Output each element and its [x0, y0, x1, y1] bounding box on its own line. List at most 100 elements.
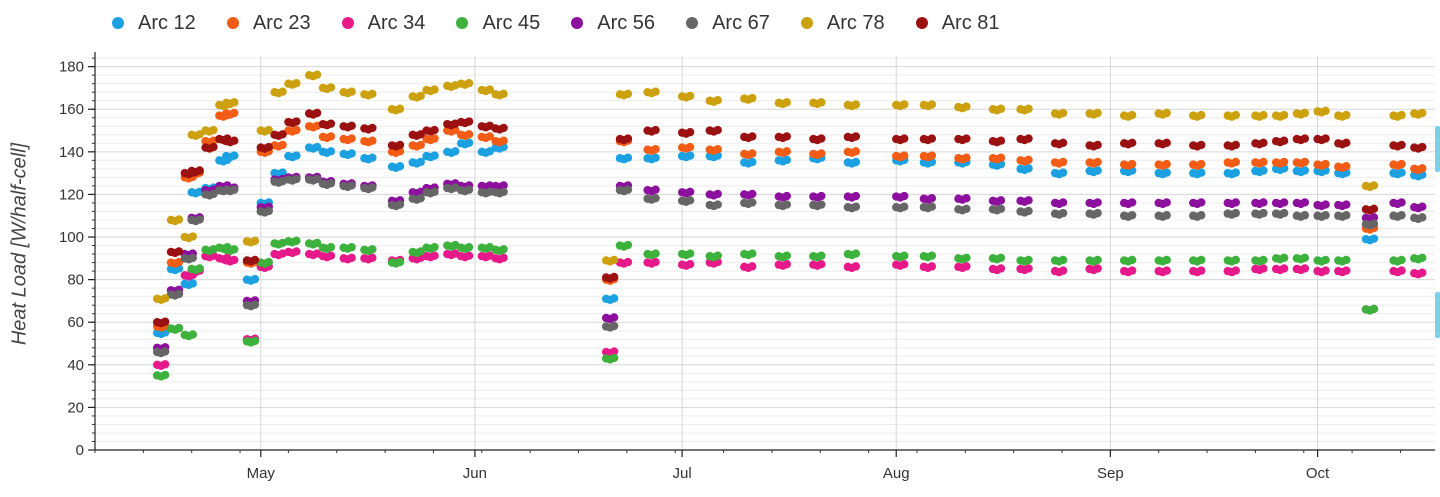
data-point — [996, 136, 1006, 145]
data-point — [416, 157, 425, 167]
data-point — [1197, 168, 1206, 177]
data-point — [250, 300, 260, 309]
data-point — [1397, 140, 1406, 150]
data-point — [1321, 255, 1330, 265]
data-point — [1418, 164, 1427, 173]
data-point — [499, 181, 508, 190]
data-point — [1093, 166, 1102, 175]
data-point — [174, 323, 184, 333]
data-point — [1197, 140, 1206, 150]
data-point — [195, 264, 204, 273]
data-point — [782, 98, 792, 107]
data-point — [1300, 166, 1310, 175]
legend-marker-icon — [112, 17, 124, 29]
data-point — [996, 196, 1006, 205]
data-point — [264, 142, 273, 152]
scroll-indicator-bottom[interactable] — [1435, 292, 1440, 338]
data-point — [782, 251, 792, 260]
data-point — [292, 236, 301, 245]
data-point — [499, 123, 508, 133]
legend-item[interactable]: Arc 67 — [686, 12, 770, 35]
data-point — [230, 255, 239, 265]
data-point — [209, 142, 218, 152]
data-point — [651, 193, 660, 203]
x-tick-label: Aug — [883, 465, 910, 482]
legend-label: Arc 12 — [138, 11, 196, 34]
data-point — [1127, 211, 1137, 220]
data-point — [464, 251, 474, 260]
legend-item[interactable]: Arc 12 — [112, 12, 196, 35]
data-point — [927, 262, 937, 271]
data-point — [430, 134, 439, 143]
data-point — [1127, 110, 1137, 120]
data-point — [609, 353, 619, 363]
data-point — [499, 89, 508, 99]
data-point — [1300, 211, 1310, 220]
data-point — [188, 279, 197, 288]
data-point — [782, 147, 792, 156]
data-point — [395, 200, 405, 209]
legend-item[interactable]: Arc 34 — [341, 12, 425, 35]
data-point — [1231, 198, 1240, 207]
data-point — [1397, 266, 1406, 275]
data-point — [312, 70, 322, 79]
data-point — [1093, 157, 1102, 167]
data-points — [152, 70, 1427, 381]
legend-item[interactable]: Arc 81 — [915, 12, 1000, 35]
legend-item[interactable]: Arc 23 — [226, 12, 311, 35]
data-point — [292, 125, 301, 135]
data-point — [264, 257, 273, 267]
data-point — [900, 260, 909, 269]
data-point — [651, 87, 660, 96]
legend-label: Arc 67 — [712, 11, 770, 34]
data-point — [851, 100, 861, 109]
data-point — [996, 253, 1006, 263]
legend-label: Arc 45 — [482, 11, 541, 34]
data-point — [1162, 159, 1171, 169]
data-point — [1231, 266, 1240, 275]
legend-item[interactable]: Arc 78 — [800, 11, 885, 35]
data-point — [1093, 108, 1102, 118]
data-point — [1024, 134, 1033, 143]
data-point — [651, 185, 660, 194]
data-point — [430, 125, 439, 135]
data-point — [1259, 138, 1268, 148]
data-point — [1231, 140, 1240, 150]
data-point — [851, 202, 861, 211]
data-point — [485, 132, 495, 141]
data-point — [1093, 208, 1102, 218]
legend-marker-icon — [226, 17, 239, 29]
data-point — [1093, 198, 1102, 207]
data-point — [1259, 198, 1268, 207]
data-point — [174, 289, 184, 299]
data-point — [685, 91, 695, 101]
data-point — [1024, 255, 1033, 265]
data-point — [1418, 202, 1427, 211]
x-tick-label: Sep — [1097, 465, 1124, 482]
legend-item[interactable]: Arc 56 — [571, 12, 655, 35]
x-tick-label: Jul — [673, 465, 692, 482]
data-point — [851, 191, 861, 201]
data-point — [748, 157, 757, 167]
data-point — [1058, 198, 1068, 207]
data-point — [1058, 208, 1068, 218]
y-tick-label: 180 — [59, 59, 84, 76]
data-point — [685, 187, 695, 197]
legend-label: Arc 78 — [826, 11, 885, 34]
data-point — [851, 249, 861, 258]
data-point — [312, 142, 322, 152]
data-point — [1397, 168, 1406, 177]
data-point — [347, 87, 356, 96]
data-point — [499, 253, 508, 263]
data-point — [347, 149, 356, 158]
legend-item[interactable]: Arc 45 — [456, 12, 540, 35]
data-point — [1342, 162, 1351, 171]
data-point — [188, 253, 197, 263]
data-point — [1369, 204, 1379, 214]
data-point — [230, 98, 239, 107]
data-point — [292, 247, 301, 256]
scroll-indicator-top[interactable] — [1435, 126, 1440, 172]
data-point — [996, 153, 1006, 162]
data-point — [1279, 157, 1289, 167]
data-point — [1024, 206, 1033, 216]
